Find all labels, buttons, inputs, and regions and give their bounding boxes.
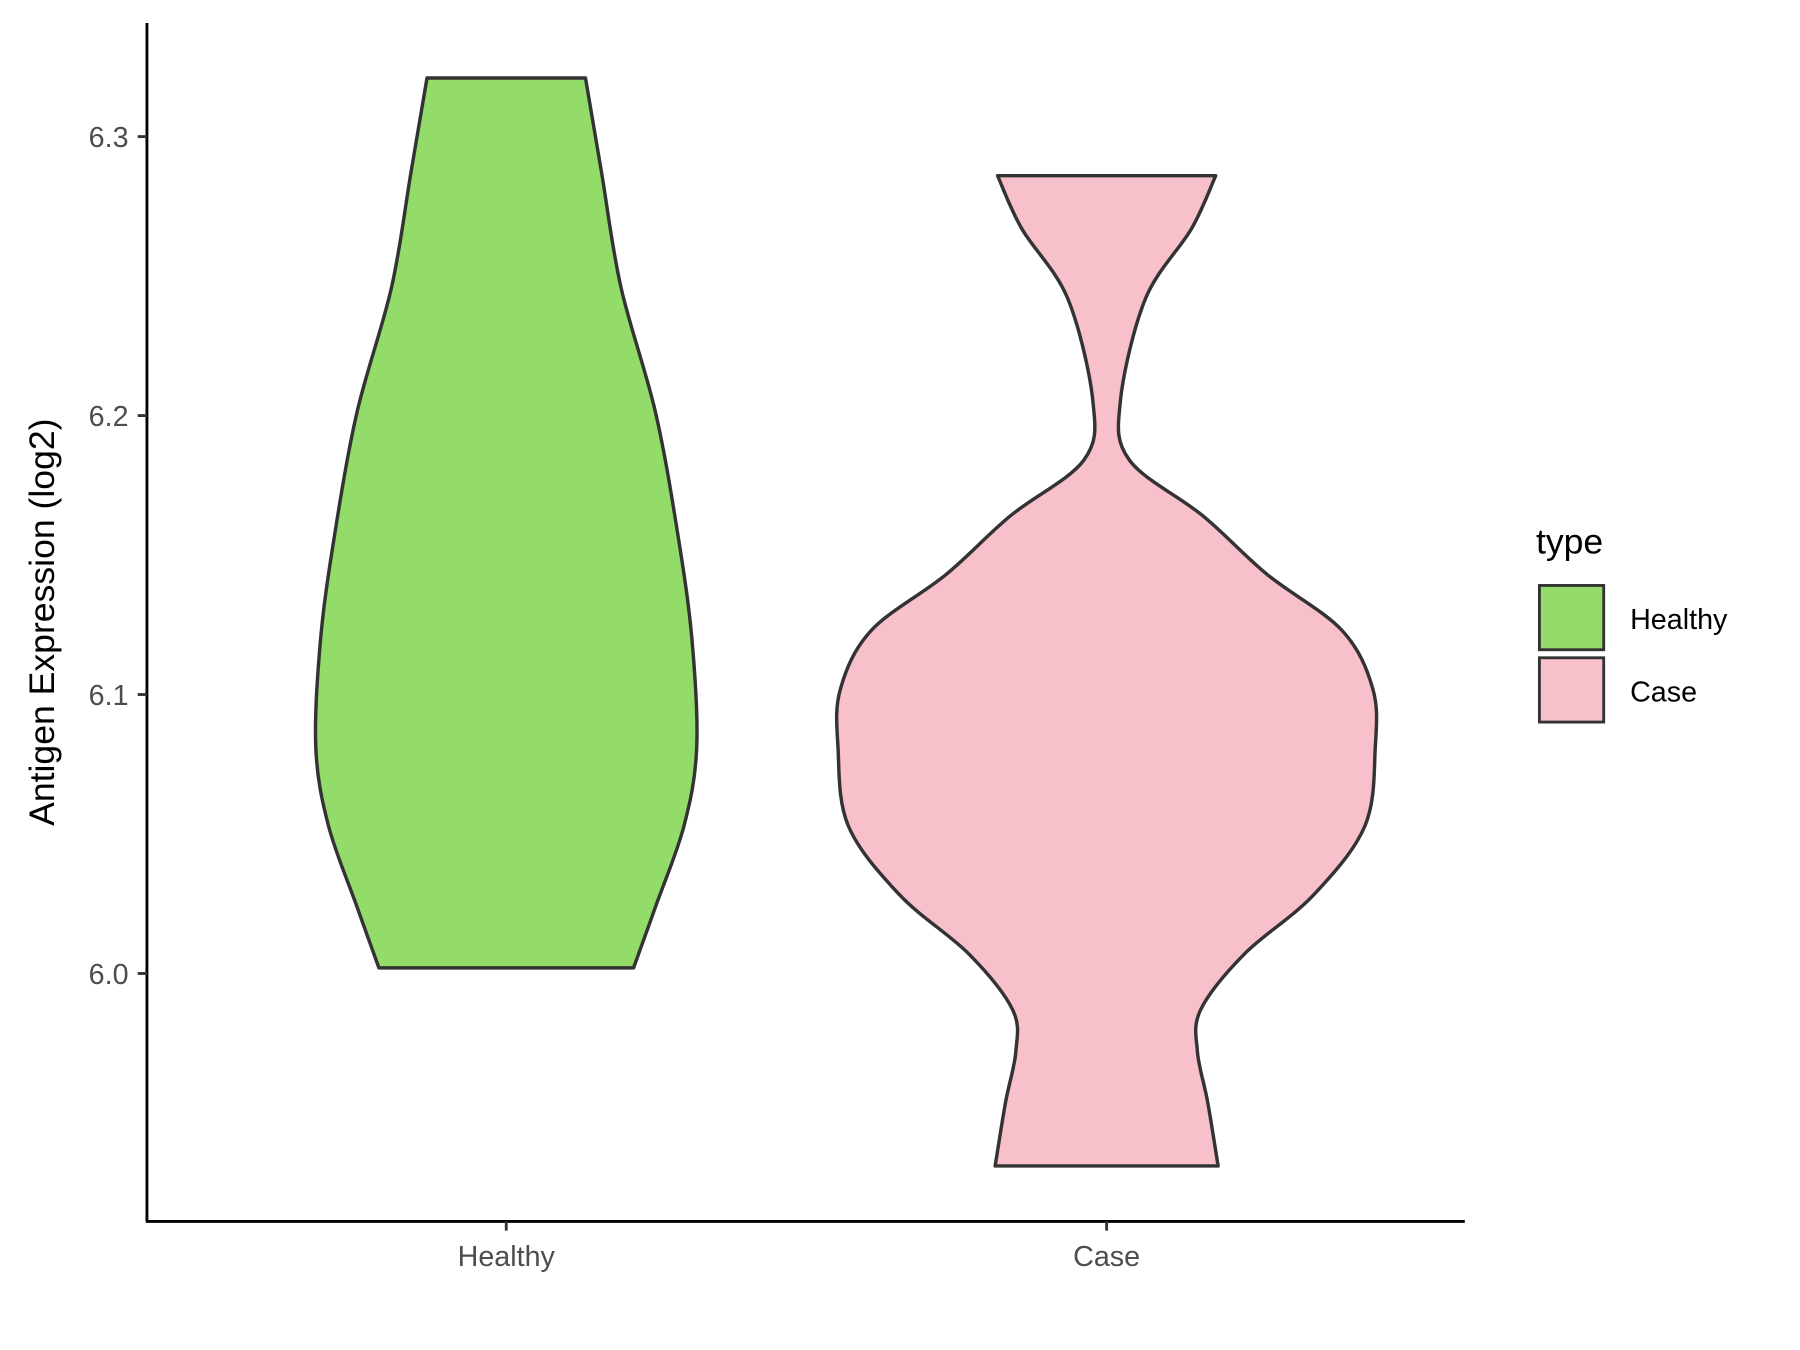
legend: type Healthy Case [1536, 521, 1728, 724]
legend-title: type [1536, 521, 1603, 561]
y-tick-label: 6.3 [89, 122, 129, 154]
y-tick-label: 6.2 [89, 401, 129, 433]
legend-key-healthy [1537, 584, 1606, 652]
legend-label-case: Case [1630, 676, 1697, 708]
x-tick-label: Case [1073, 1241, 1140, 1273]
y-tick-label: 6.1 [89, 680, 129, 712]
violins [313, 76, 1379, 1168]
violin-healthy [313, 76, 699, 970]
legend-key-case [1537, 656, 1606, 724]
x-tick-label: Healthy [458, 1241, 556, 1273]
y-axis-label: Antigen Expression (log2) [22, 418, 62, 825]
x-ticks: Healthy Case [458, 1221, 1140, 1273]
y-tick-label: 6.0 [89, 959, 129, 991]
legend-label-healthy: Healthy [1630, 604, 1728, 636]
violin-case [834, 173, 1379, 1168]
y-ticks: 6.0 6.1 6.2 6.3 [89, 122, 147, 991]
